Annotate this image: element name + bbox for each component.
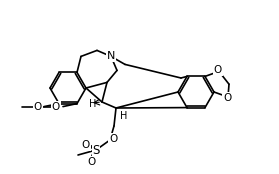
Text: O: O (87, 157, 95, 167)
Text: O: O (223, 93, 231, 103)
Text: N: N (107, 51, 115, 61)
Text: H: H (120, 111, 128, 121)
Text: O: O (82, 140, 90, 150)
Text: O: O (34, 102, 42, 112)
Text: O: O (109, 134, 117, 144)
Text: H: H (89, 99, 97, 109)
Text: O: O (214, 65, 222, 75)
Text: O: O (52, 102, 60, 112)
Text: S: S (92, 144, 100, 156)
